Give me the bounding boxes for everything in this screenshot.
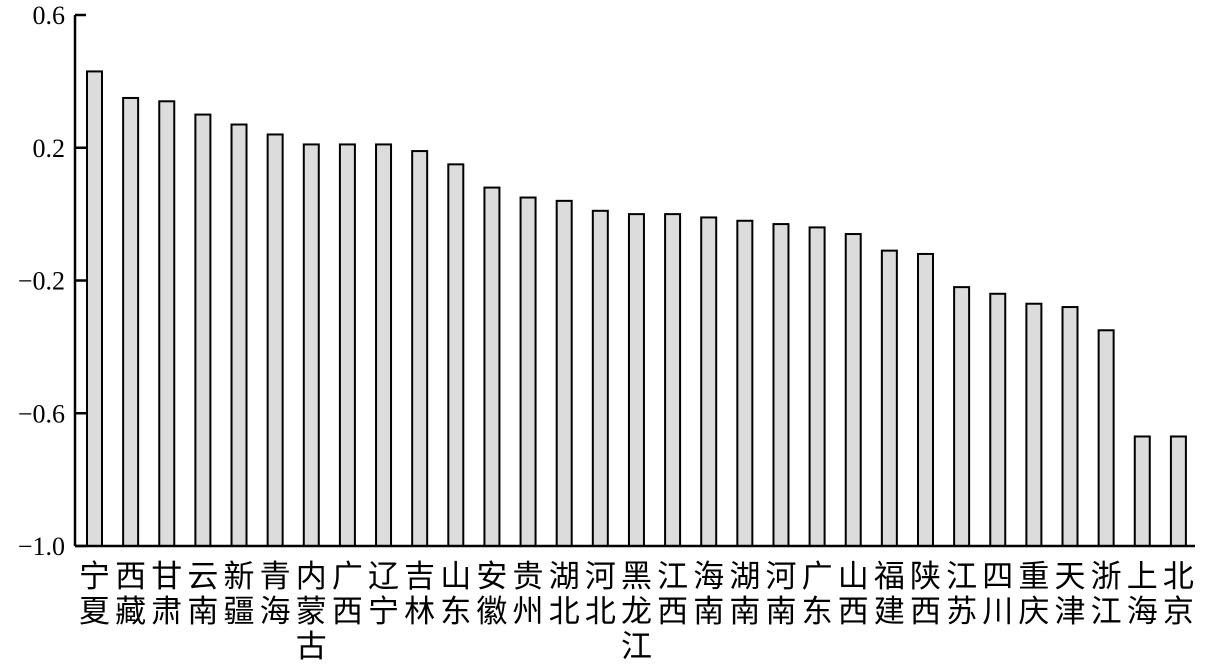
bars: [86, 70, 1187, 548]
bar-浙江: [1097, 329, 1115, 547]
y-axis-ticks: 0.6 0.2 −0.2 −0.6 −1.0: [18, 1, 86, 561]
bar-吉林: [411, 150, 429, 547]
x-tick-label: 山东: [440, 559, 471, 630]
bar-福建: [880, 249, 898, 547]
bar-湖北: [555, 199, 573, 547]
x-tick-label: 福建: [874, 559, 905, 630]
bar-贵州: [519, 196, 537, 547]
x-tick-label: 山西: [838, 559, 869, 630]
x-tick-label: 宁夏: [79, 559, 110, 630]
bar-西藏: [122, 96, 140, 547]
x-tick-label: 江西: [657, 559, 688, 630]
bar-新疆: [230, 123, 248, 548]
x-tick-label: 广东: [802, 559, 833, 630]
bar-甘肃: [158, 100, 176, 547]
y-tick-label: −1.0: [18, 532, 65, 561]
bar-海南: [700, 216, 718, 547]
bar-江西: [664, 213, 682, 547]
x-tick-label: 吉林: [404, 559, 435, 630]
x-tick-label: 浙江: [1091, 559, 1122, 630]
bar-山东: [447, 163, 465, 547]
bar-广西: [338, 143, 356, 547]
bar-天津: [1061, 306, 1079, 547]
x-tick-label: 海南: [693, 559, 724, 630]
x-tick-label: 四川: [982, 559, 1013, 630]
y-tick-label: −0.6: [18, 399, 65, 428]
bar-黑龙江: [627, 213, 645, 547]
bar-河南: [772, 223, 790, 548]
bar-山西: [844, 233, 862, 547]
bar-云南: [194, 113, 212, 547]
bar-陕西: [916, 252, 934, 547]
bar-青海: [266, 133, 284, 547]
x-tick-label: 安徽: [476, 559, 507, 630]
x-tick-label: 云南: [187, 559, 218, 630]
x-tick-label: 陕西: [910, 559, 941, 630]
x-tick-label: 湖南: [729, 559, 760, 630]
bar-广东: [808, 226, 826, 547]
x-axis-labels: 宁夏西藏甘肃云南新疆青海内蒙古广西辽宁吉林山东安徽贵州湖北河北黑龙江江西海南湖南…: [79, 559, 1194, 664]
y-tick-label: 0.2: [33, 134, 66, 163]
y-tick-label: 0.6: [33, 1, 66, 30]
bar-内蒙古: [302, 143, 320, 547]
bar-辽宁: [375, 143, 393, 547]
x-tick-label: 甘肃: [151, 559, 182, 630]
x-tick-label: 内蒙古: [296, 559, 327, 664]
x-tick-label: 湖北: [549, 559, 580, 630]
x-tick-label: 北京: [1163, 559, 1194, 630]
bar-北京: [1169, 435, 1187, 548]
bar-宁夏: [86, 70, 103, 547]
x-tick-label: 西藏: [115, 559, 146, 630]
x-tick-label: 新疆: [224, 559, 255, 630]
x-tick-label: 青海: [260, 559, 291, 630]
x-tick-label: 江苏: [946, 559, 977, 630]
bar-河北: [591, 209, 609, 547]
y-tick-label: −0.2: [18, 267, 65, 296]
x-tick-label: 广西: [332, 559, 363, 630]
x-tick-label: 贵州: [513, 559, 544, 630]
x-tick-label: 河北: [585, 559, 616, 630]
x-tick-label: 河南: [765, 559, 796, 630]
bar-江苏: [953, 286, 971, 547]
x-tick-label: 重庆: [1018, 559, 1049, 630]
bar-安徽: [483, 186, 501, 547]
bar-四川: [989, 292, 1007, 547]
x-tick-label: 天津: [1055, 559, 1086, 630]
x-tick-label: 上海: [1127, 559, 1158, 630]
x-tick-label: 辽宁: [368, 559, 399, 630]
bar-湖南: [736, 219, 754, 547]
x-tick-label: 黑龙江: [621, 559, 652, 664]
bar-重庆: [1025, 302, 1043, 548]
bar-上海: [1133, 435, 1151, 548]
